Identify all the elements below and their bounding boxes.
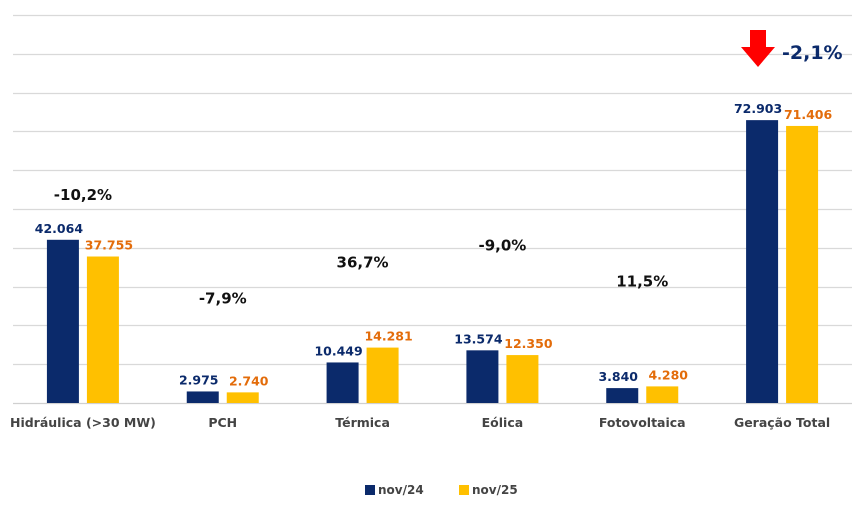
bars <box>46 120 819 404</box>
category-label: Hidráulica (>30 MW) <box>10 415 156 430</box>
legend-swatch-nov25 <box>459 485 469 495</box>
data-label: 13.574 <box>454 331 503 346</box>
variation-labels: -10,2% -7,9% 36,7% -9,0% 11,5% <box>54 186 668 308</box>
bar-nov25-4 <box>646 386 679 403</box>
legend-label-nov24: nov/24 <box>378 483 424 497</box>
arrow-down-icon <box>741 30 775 67</box>
bar-nov25-1 <box>226 392 259 403</box>
legend-swatch-nov24 <box>365 485 375 495</box>
gridlines <box>13 14 852 405</box>
category-label: Eólica <box>482 415 524 430</box>
bar-nov24-4 <box>606 388 639 403</box>
bar-nov25-2 <box>366 347 399 403</box>
bar-nov25-3 <box>506 355 539 403</box>
bar-nov25-0 <box>86 256 119 403</box>
category-label: Térmica <box>335 415 390 430</box>
bar-nov25-5 <box>786 125 819 404</box>
total-annotation: -2,1% <box>741 30 843 67</box>
variation-label: -9,0% <box>479 236 527 254</box>
data-label: 42.064 <box>35 221 84 236</box>
variation-label: -7,9% <box>199 289 247 307</box>
total-variation-label: -2,1% <box>782 42 843 64</box>
data-label: 12.350 <box>504 336 553 351</box>
category-axis: Hidráulica (>30 MW) PCH Térmica Eólica Fotov… <box>10 415 830 430</box>
category-label: Geração Total <box>734 415 830 430</box>
legend-label-nov25: nov/25 <box>472 483 518 497</box>
data-label: 71.406 <box>784 107 833 122</box>
category-label: Fotovoltaica <box>599 415 686 430</box>
data-label: 2.740 <box>229 373 269 388</box>
data-label: 37.755 <box>85 238 133 253</box>
bar-nov24-2 <box>326 362 359 403</box>
data-label: 10.449 <box>314 343 362 358</box>
bar-nov24-5 <box>746 120 779 404</box>
category-label: PCH <box>208 415 237 430</box>
data-label: 14.281 <box>364 329 412 344</box>
bar-nov24-0 <box>46 239 79 403</box>
data-label: 2.975 <box>179 372 219 387</box>
variation-label: -10,2% <box>54 186 112 204</box>
data-label: 4.280 <box>648 367 688 382</box>
legend: nov/24 nov/25 <box>365 483 518 497</box>
data-label: 3.840 <box>598 369 638 384</box>
data-label: 72.903 <box>734 101 782 116</box>
bar-nov24-1 <box>186 391 219 403</box>
bar-nov24-3 <box>466 350 499 403</box>
variation-label: 36,7% <box>337 254 389 272</box>
variation-label: 11,5% <box>616 272 668 290</box>
